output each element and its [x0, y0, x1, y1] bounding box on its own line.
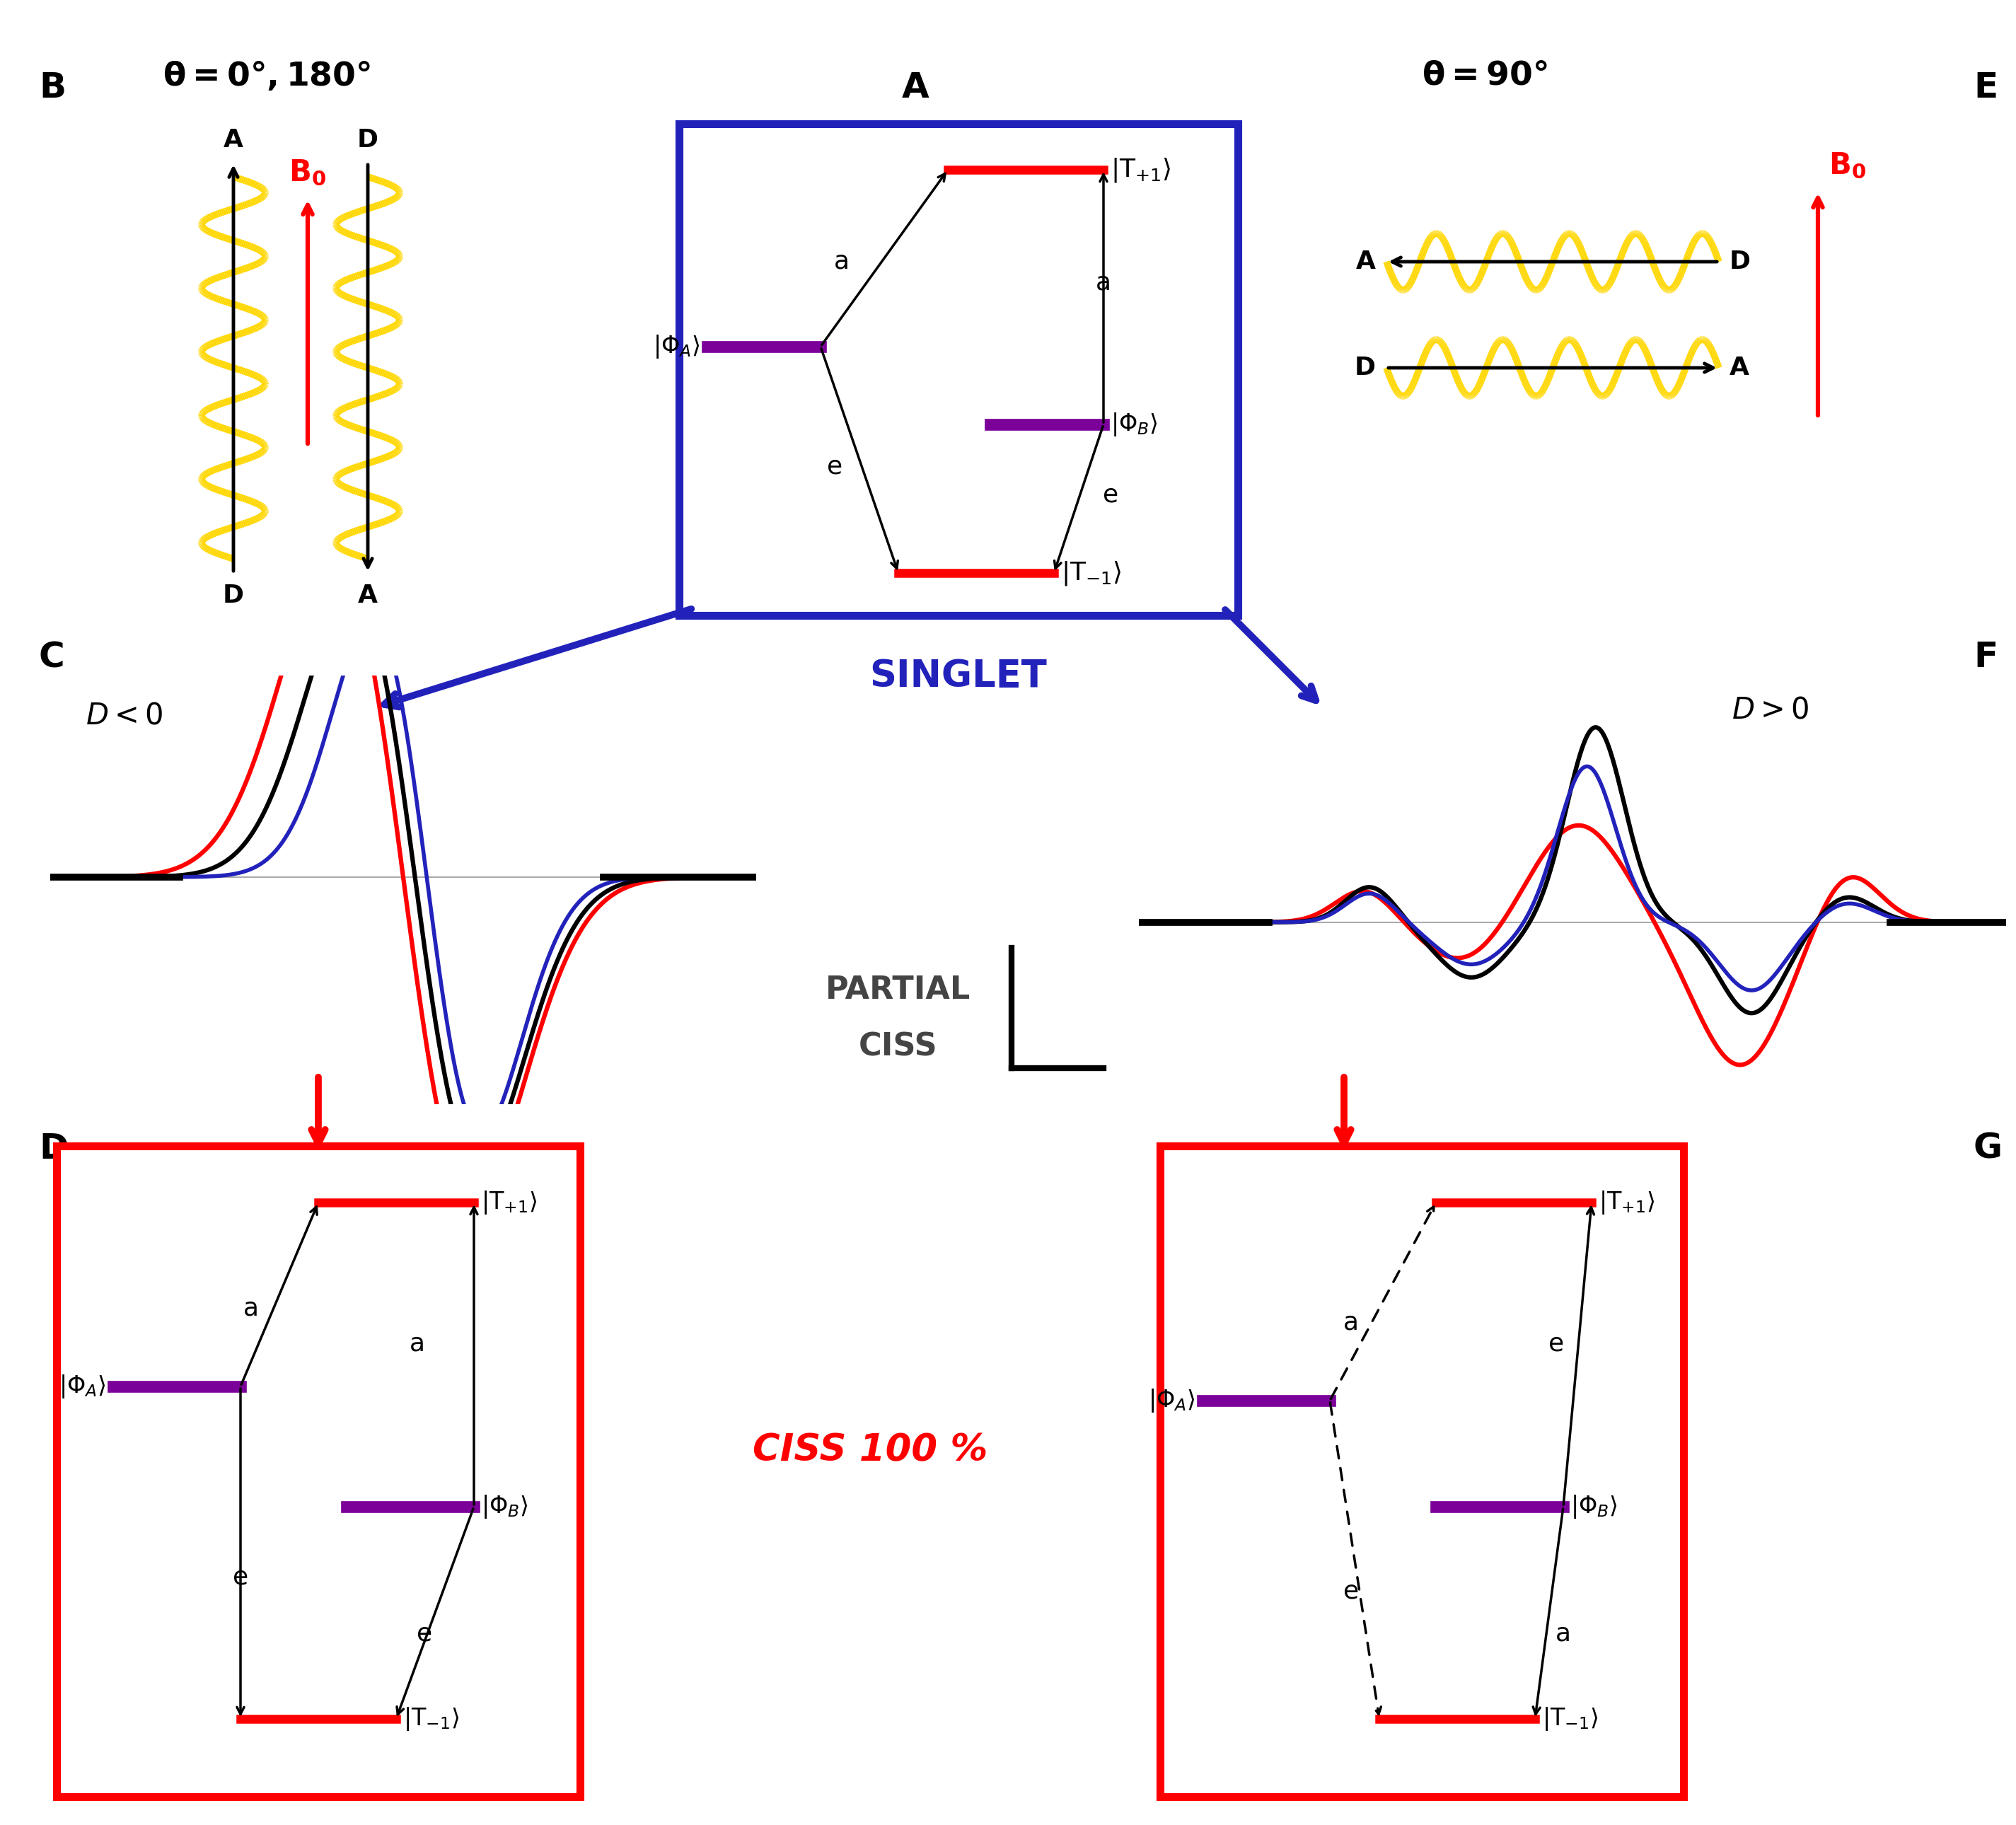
Text: $|\Phi_A\rangle$: $|\Phi_A\rangle$ — [1149, 1387, 1195, 1414]
Text: e: e — [1343, 1580, 1359, 1604]
Text: D: D — [1355, 356, 1375, 380]
Text: C: C — [38, 641, 65, 673]
Text: $|\text{T}_{-1}\rangle$: $|\text{T}_{-1}\rangle$ — [1542, 1705, 1599, 1732]
Text: PARTIAL: PARTIAL — [827, 975, 972, 1006]
Text: D: D — [224, 584, 244, 608]
Text: a: a — [409, 1332, 425, 1356]
Text: A: A — [1357, 250, 1375, 274]
Text: $|\text{T}_{+1}\rangle$: $|\text{T}_{+1}\rangle$ — [1599, 1190, 1655, 1215]
Text: E: E — [1974, 71, 1998, 104]
Text: $|\text{T}_{+1}\rangle$: $|\text{T}_{+1}\rangle$ — [1111, 155, 1171, 184]
Text: a: a — [244, 1296, 258, 1321]
Text: A: A — [359, 584, 377, 608]
Text: a: a — [1556, 1622, 1570, 1646]
Text: e: e — [417, 1622, 431, 1646]
Text: $|\text{T}_{-1}\rangle$: $|\text{T}_{-1}\rangle$ — [403, 1705, 460, 1732]
Text: $|\Phi_B\rangle$: $|\Phi_B\rangle$ — [482, 1493, 528, 1520]
Text: e: e — [1548, 1332, 1564, 1356]
Text: A: A — [1730, 356, 1750, 380]
Text: D: D — [38, 1132, 69, 1166]
Text: $|\text{T}_{+1}\rangle$: $|\text{T}_{+1}\rangle$ — [482, 1190, 536, 1215]
Text: $\mathbf{B_0}$: $\mathbf{B_0}$ — [1829, 151, 1867, 181]
Text: SINGLET: SINGLET — [869, 657, 1046, 695]
Text: B: B — [38, 71, 67, 104]
Text: $|\Phi_A\rangle$: $|\Phi_A\rangle$ — [58, 1372, 107, 1400]
Text: CISS: CISS — [859, 1031, 937, 1062]
Text: e: e — [1103, 484, 1119, 507]
Text: $\mathbf{\theta = 0°, 180°}$: $\mathbf{\theta = 0°, 180°}$ — [163, 60, 371, 93]
Text: $D<0$: $D<0$ — [85, 701, 163, 730]
Text: D: D — [1730, 250, 1750, 274]
Text: $\mathbf{\theta = 90°}$: $\mathbf{\theta = 90°}$ — [1421, 60, 1548, 91]
Text: A: A — [901, 71, 929, 104]
Text: $|\Phi_B\rangle$: $|\Phi_B\rangle$ — [1570, 1493, 1617, 1520]
Text: D: D — [357, 128, 379, 151]
Text: a: a — [835, 250, 849, 274]
Bar — [56, 1146, 581, 1796]
Text: e: e — [827, 454, 843, 478]
Text: $|\text{T}_{-1}\rangle$: $|\text{T}_{-1}\rangle$ — [1060, 558, 1121, 588]
Text: $D>0$: $D>0$ — [1732, 695, 1808, 725]
Text: $|\Phi_B\rangle$: $|\Phi_B\rangle$ — [1111, 411, 1157, 438]
Bar — [1159, 1146, 1683, 1796]
Bar — [679, 124, 1238, 615]
Text: A: A — [224, 128, 244, 151]
Text: a: a — [1343, 1310, 1359, 1334]
Text: $\mathbf{B_0}$: $\mathbf{B_0}$ — [288, 157, 327, 188]
Text: e: e — [232, 1566, 248, 1590]
Text: a: a — [1097, 270, 1111, 296]
Text: CISS 100 %: CISS 100 % — [752, 1431, 988, 1469]
Text: G: G — [1974, 1132, 2002, 1166]
Text: F: F — [1974, 641, 1998, 673]
Text: $|\Phi_A\rangle$: $|\Phi_A\rangle$ — [653, 334, 700, 360]
